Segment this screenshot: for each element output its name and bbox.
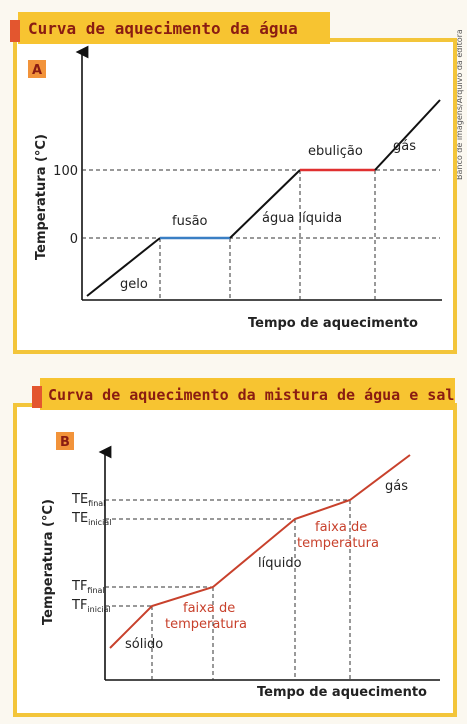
banner-tab: [10, 20, 20, 42]
panel-b-frame: [13, 403, 457, 717]
tick-label: TEinicial: [71, 511, 111, 527]
x-label: Tempo de aquecimento: [248, 316, 418, 331]
curve: [109, 454, 411, 649]
phase-label: água líquida: [262, 211, 342, 226]
letter-box: [56, 432, 74, 450]
panel-letter: A: [32, 63, 42, 78]
tick-label: 0: [70, 232, 78, 247]
guides: [82, 169, 440, 300]
phase-label: gás: [393, 139, 416, 154]
tick-labels: TEfinal TEinicial TFfinal TFinicial: [71, 492, 111, 614]
curve: [229, 169, 301, 239]
phase-label: fusão: [172, 214, 208, 229]
x-label: Tempo de aquecimento: [257, 685, 427, 700]
phase-label: faixa de: [183, 601, 235, 616]
phase-label: líquido: [258, 556, 302, 571]
panel-a-title: Curva de aquecimento da água: [28, 19, 298, 38]
curve: [374, 99, 441, 171]
curve: [86, 237, 161, 297]
panel-letter: B: [60, 435, 70, 450]
guides: [105, 499, 351, 680]
phase-label: temperatura: [297, 536, 379, 551]
panel-b-banner: [40, 378, 455, 410]
phase-label: temperatura: [165, 617, 247, 632]
phase-label: faixa de: [315, 520, 367, 535]
panel-b-title: Curva de aquecimento da mistura de água …: [48, 386, 454, 404]
letter-box: [28, 60, 46, 78]
panel-a-banner: [18, 12, 330, 44]
tick-label: 100: [53, 164, 78, 179]
phase-label: sólido: [125, 637, 163, 652]
phase-label: ebulição: [308, 144, 363, 159]
credit: Banco de imagens/Arquivo da editora: [455, 29, 464, 180]
y-label: Temperatura (°C): [41, 499, 56, 625]
phase-label: gás: [385, 479, 408, 494]
phase-label: gelo: [120, 277, 148, 292]
tick-label: TFinicial: [71, 598, 111, 614]
tick-label: TFfinal: [71, 579, 105, 595]
panel-a-frame: [13, 38, 457, 354]
banner-tab: [32, 386, 42, 408]
tick-label: TEfinal: [71, 492, 105, 508]
y-label: Temperatura (°C): [34, 134, 49, 260]
